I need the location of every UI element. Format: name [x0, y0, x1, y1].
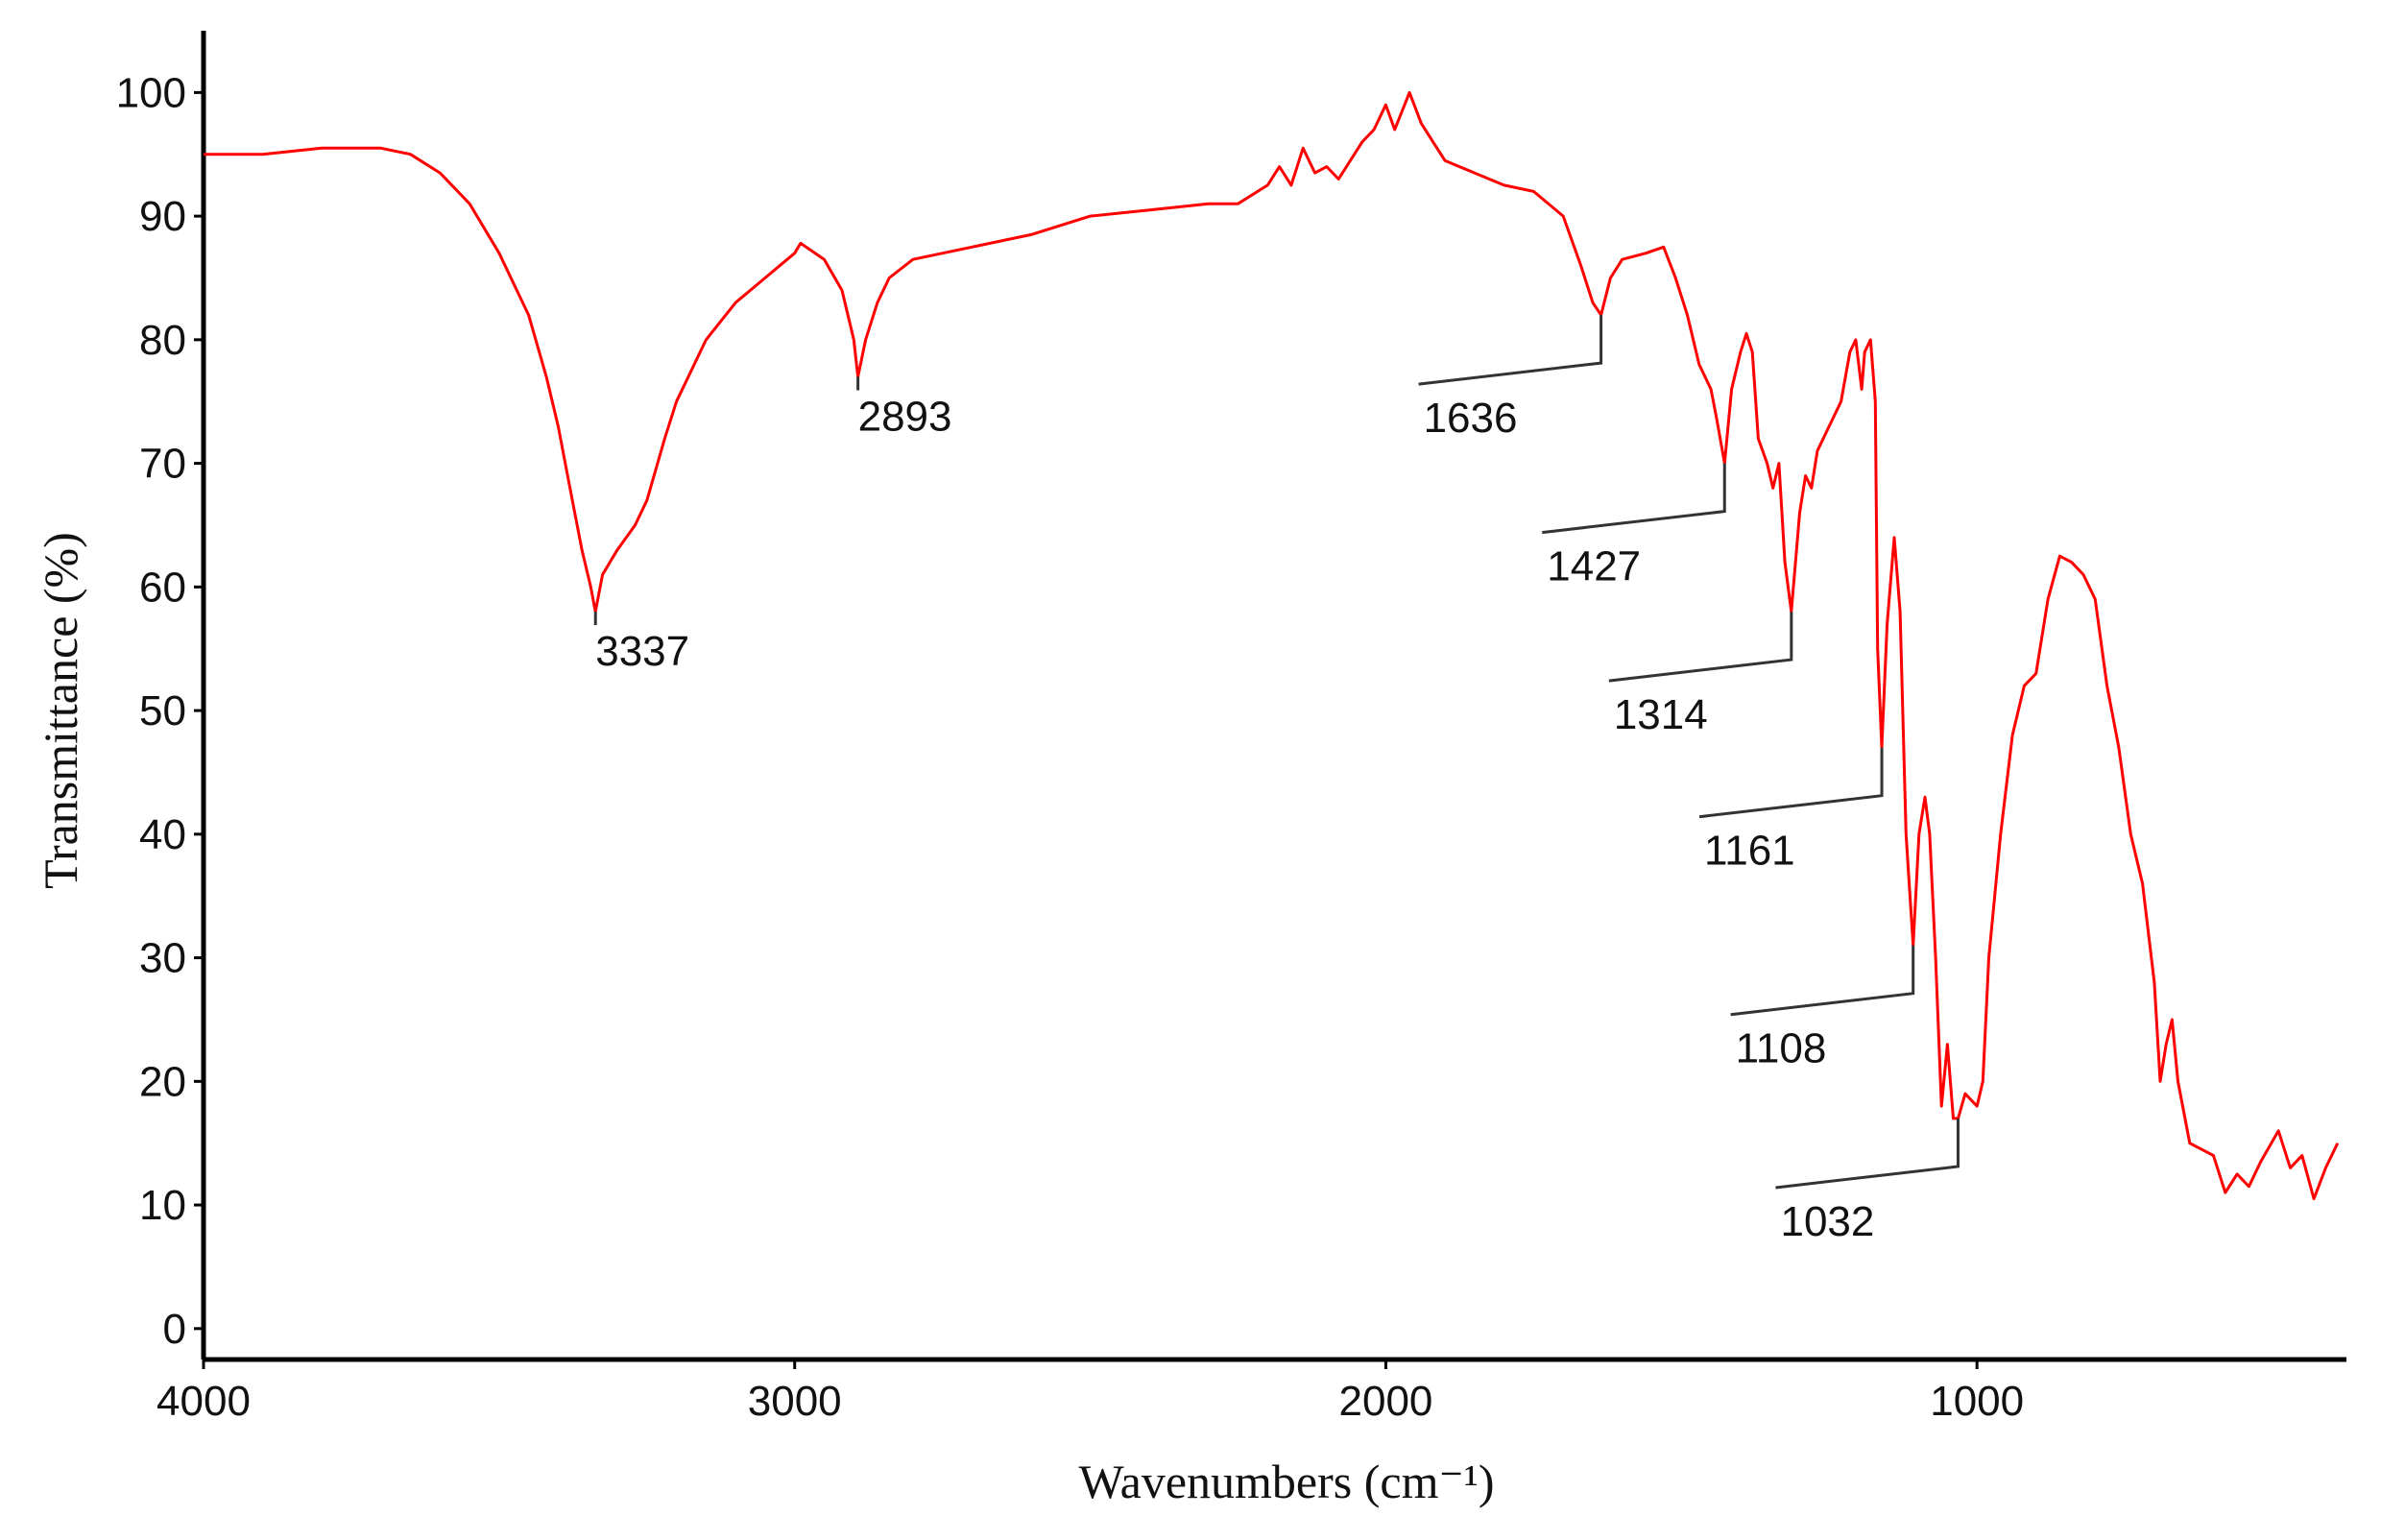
- annotation-label: 1314: [1614, 691, 1708, 738]
- annotation-label: 1161: [1704, 828, 1795, 875]
- y-tick-label: 90: [139, 193, 186, 240]
- x-axis-title: Wavenumbers (cm⁻¹): [1078, 1455, 1494, 1508]
- y-tick-label: 100: [116, 69, 186, 116]
- annotation-label: 1032: [1780, 1198, 1874, 1245]
- y-tick-label: 0: [163, 1306, 186, 1353]
- y-tick-label: 30: [139, 935, 186, 982]
- annotation-label: 3337: [595, 628, 689, 675]
- y-tick-label: 70: [139, 441, 186, 488]
- annotation-leader: [1775, 1118, 1960, 1190]
- y-tick-label: 10: [139, 1182, 186, 1229]
- annotation-label: 1427: [1547, 543, 1641, 590]
- x-tick-label: 1000: [1930, 1378, 2024, 1425]
- annotation-label: 1636: [1424, 395, 1518, 442]
- y-axis-title: Transmittance (%): [34, 532, 87, 889]
- annotation-leader: [1730, 945, 1915, 1017]
- annotation-leader: [1418, 315, 1603, 386]
- spectrum-line: [204, 90, 2340, 1201]
- annotation-leader: [1542, 463, 1726, 535]
- x-tick-label: 3000: [748, 1378, 842, 1425]
- x-tick-label: 4000: [156, 1378, 251, 1425]
- y-tick-label: 60: [139, 564, 186, 611]
- y-tick-label: 50: [139, 687, 186, 734]
- annotation-label: 1108: [1736, 1025, 1827, 1072]
- annotation-label: 2893: [858, 393, 952, 440]
- x-tick-label: 2000: [1339, 1378, 1433, 1425]
- annotation-leader: [1698, 747, 1884, 819]
- annotation-leader: [1608, 612, 1793, 683]
- y-tick-label: 80: [139, 317, 186, 364]
- y-tick-label: 20: [139, 1058, 186, 1105]
- y-tick-label: 40: [139, 811, 186, 858]
